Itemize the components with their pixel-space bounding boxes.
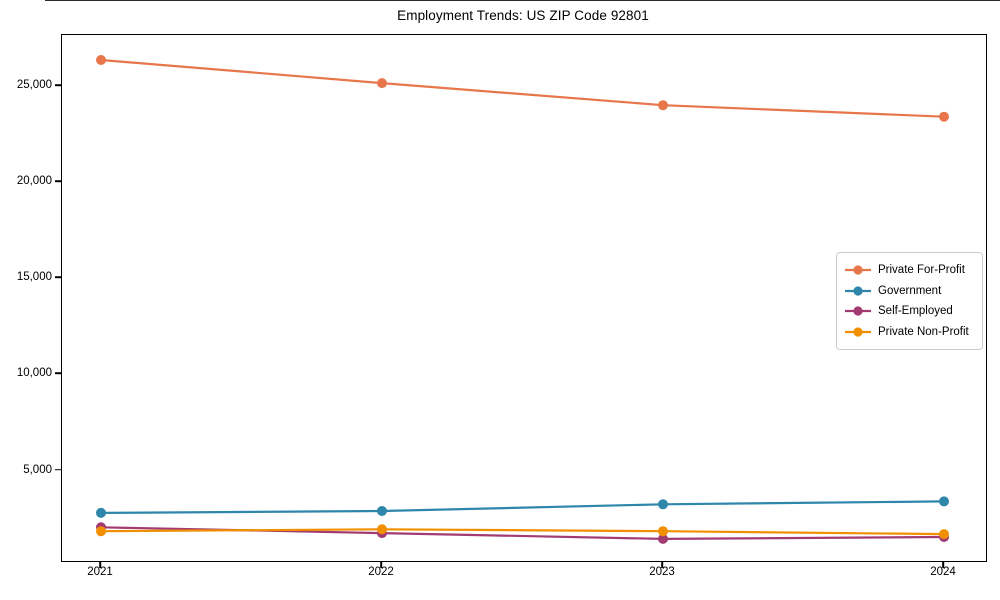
legend-item-private-non-profit: Private Non-Profit	[845, 322, 973, 343]
y-tick-mark	[55, 276, 62, 279]
x-tick-mark	[380, 561, 382, 568]
data-point-private-for-profit-2023	[658, 100, 668, 111]
data-point-government-2023	[658, 499, 668, 510]
legend-marker-icon	[845, 306, 871, 316]
legend-dot-icon	[853, 306, 863, 316]
data-point-self-employed-2023	[658, 533, 668, 544]
data-point-government-2024	[939, 496, 949, 507]
x-tick-label: 2022	[368, 566, 394, 578]
y-tick-label: 15,000	[16, 271, 52, 284]
x-tick-label: 2024	[930, 566, 956, 578]
data-point-private-for-profit-2024	[939, 111, 949, 122]
legend-dot-icon	[853, 327, 863, 337]
x-tick-label: 2023	[649, 566, 675, 578]
y-tick-label: 20,000	[16, 175, 52, 188]
data-point-private-for-profit-2022	[377, 78, 387, 89]
y-tick-mark	[55, 180, 62, 182]
x-tick-mark	[661, 561, 663, 568]
y-tick-mark	[55, 372, 62, 375]
window-top-edge	[45, 0, 1000, 1]
legend-label: Self-Employed	[878, 305, 953, 318]
series-line-government	[100, 500, 945, 514]
data-point-private-non-profit-2022	[377, 524, 387, 535]
data-point-private-non-profit-2023	[658, 526, 668, 537]
data-point-private-non-profit-2024	[939, 529, 949, 540]
legend-label: Private For-Profit	[878, 264, 965, 277]
y-tick-label: 25,000	[16, 79, 52, 91]
legend-label: Private Non-Profit	[878, 325, 969, 338]
data-point-private-for-profit-2021	[96, 55, 106, 65]
x-tick-mark	[942, 561, 944, 568]
data-point-government-2021	[96, 507, 106, 518]
legend-dot-icon	[853, 286, 863, 296]
legend: Private For-Profit Government Self-Employe…	[836, 252, 983, 350]
series-line-private-non-profit	[100, 528, 945, 536]
chart-canvas	[96, 55, 949, 544]
y-tick-mark	[55, 84, 62, 86]
legend-label: Government	[878, 284, 942, 297]
data-point-government-2022	[377, 506, 387, 516]
series-line-private-for-profit	[100, 58, 945, 118]
x-tick-label: 2021	[87, 566, 113, 578]
data-point-private-non-profit-2021	[96, 526, 106, 537]
legend-item-private-for-profit: Private For-Profit	[845, 260, 973, 281]
plot-area	[61, 34, 987, 562]
x-tick-mark	[99, 561, 101, 568]
legend-marker-icon	[845, 265, 871, 275]
legend-marker-icon	[845, 327, 871, 337]
y-tick-label: 5,000	[23, 463, 52, 476]
y-tick-label: 10,000	[16, 367, 52, 380]
legend-item-government: Government	[845, 281, 973, 302]
y-tick-mark	[55, 468, 62, 471]
legend-item-self-employed: Self-Employed	[845, 301, 973, 322]
legend-dot-icon	[853, 265, 863, 275]
chart-title: Employment Trends: US ZIP Code 92801	[397, 8, 649, 23]
legend-marker-icon	[845, 286, 871, 296]
